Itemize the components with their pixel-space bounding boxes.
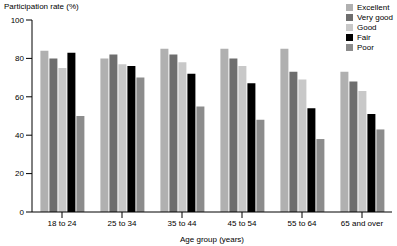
svg-text:45 to 54: 45 to 54 <box>228 219 257 228</box>
svg-text:20: 20 <box>15 169 24 178</box>
html-text:Participation rate (%): Participation rate (%) <box>4 2 79 11</box>
svg-text:60: 60 <box>15 93 24 102</box>
html-text:Very good: Very good <box>357 12 393 22</box>
svg-text:80: 80 <box>15 54 24 63</box>
svg-text:35 to 44: 35 to 44 <box>168 219 197 228</box>
svg-text:Age group (years): Age group (years) <box>180 235 244 244</box>
svg-text:40: 40 <box>15 131 24 140</box>
svg-text:18 to 24: 18 to 24 <box>48 219 77 228</box>
svg-text:65 and over: 65 and over <box>341 219 384 228</box>
svg-text:0: 0 <box>20 208 25 217</box>
svg-text:25 to 34: 25 to 34 <box>108 219 137 228</box>
svg-text:55 to 64: 55 to 64 <box>288 219 317 228</box>
html-text:Fair: Fair <box>357 32 371 42</box>
html-text:Excellent: Excellent <box>357 2 390 12</box>
html-text:Good: Good <box>357 22 377 32</box>
html-text:Poor: Poor <box>357 42 374 52</box>
svg-text:100: 100 <box>11 16 25 25</box>
